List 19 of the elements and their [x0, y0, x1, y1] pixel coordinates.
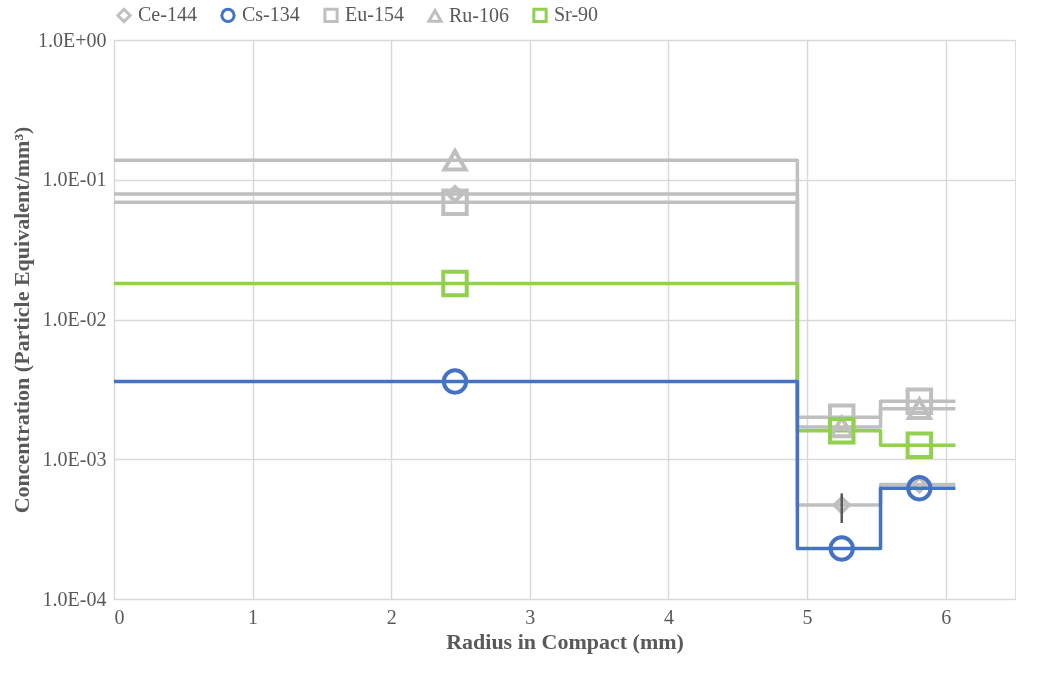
x-tick-label: 5 — [802, 605, 813, 628]
legend-label: Eu-154 — [345, 3, 404, 26]
y-tick-label: 1.0E+00 — [38, 28, 107, 51]
y-tick-label: 1.0E-02 — [42, 308, 107, 330]
legend-label: Ru-106 — [449, 3, 509, 26]
x-tick-label: 6 — [941, 605, 952, 628]
x-tick-label: 0 — [114, 605, 125, 628]
x-axis-title: Radius in Compact (mm) — [446, 628, 684, 654]
y-tick-label: 1.0E-03 — [42, 447, 107, 470]
y-axis-title: Concentration (Particle Equivalent/mm³) — [9, 126, 34, 514]
x-tick-label: 4 — [663, 605, 674, 628]
legend-label: Cs-134 — [242, 3, 300, 26]
x-tick-label: 1 — [248, 605, 259, 628]
y-tick-label: 1.0E-01 — [42, 168, 107, 191]
y-tick-label: 1.0E-04 — [42, 587, 107, 610]
legend-label: Ce-144 — [138, 3, 197, 26]
x-tick-label: 2 — [386, 605, 397, 628]
x-tick-label: 3 — [525, 605, 536, 628]
legend-label: Sr-90 — [554, 3, 599, 26]
